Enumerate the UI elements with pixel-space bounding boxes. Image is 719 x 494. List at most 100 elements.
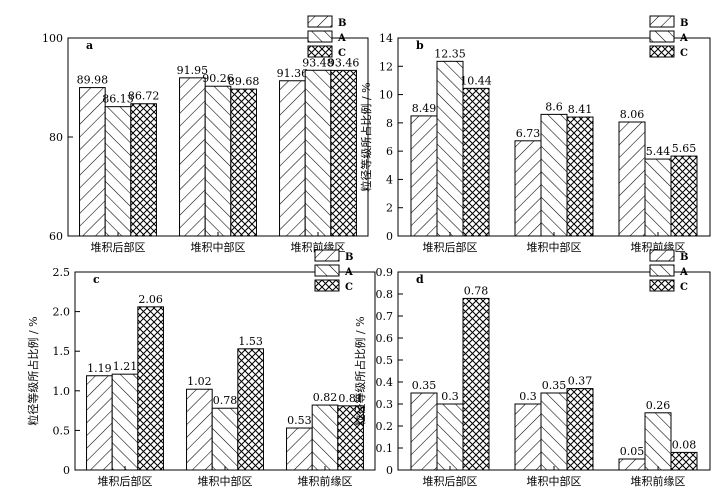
y-tick-label: 0.9: [376, 266, 394, 279]
legend-swatch-b: [314, 249, 340, 262]
y-tick-label: 6: [386, 145, 393, 158]
bar-value-label: 12.35: [434, 47, 466, 60]
legend-swatch-a: [649, 30, 675, 43]
y-tick-label: 80: [49, 131, 63, 144]
bar-value-label: 8.41: [568, 103, 593, 116]
bar-a: [436, 403, 464, 471]
bar-value-label: 86.72: [128, 90, 160, 103]
bar-a: [211, 407, 239, 471]
bar-b: [514, 403, 542, 471]
bar-value-label: 10.44: [460, 74, 492, 87]
bar-value-label: 5.65: [672, 142, 697, 155]
y-axis-label: 粒径等级所占比例 / %: [359, 82, 373, 191]
x-category-label: 堆积后部区: [423, 474, 478, 488]
bar-value-label: 0.53: [287, 414, 312, 427]
legend-label: A: [344, 267, 353, 278]
y-tick-label: 0.8: [376, 288, 394, 301]
legend-swatch-c: [649, 45, 675, 58]
legend-swatch-c: [314, 279, 340, 292]
bar-c: [337, 405, 364, 471]
bar-a: [111, 373, 139, 471]
bar-b: [86, 375, 113, 471]
bar-value-label: 5.44: [646, 145, 671, 158]
bar-value-label: 8.6: [545, 100, 563, 113]
y-tick-label: 10: [379, 89, 393, 102]
bar-b: [618, 121, 646, 237]
bar-c: [670, 451, 698, 471]
bar-a: [644, 412, 672, 471]
legend: BAC: [649, 249, 688, 293]
y-tick-label: 0.5: [376, 354, 394, 367]
bar-value-label: 90.26: [202, 72, 234, 85]
bar-value-label: 0.3: [519, 390, 537, 403]
bar-a: [644, 158, 672, 237]
bar-value-label: 86.13: [102, 93, 134, 106]
bar-value-label: 91.36: [277, 67, 309, 80]
bar-value-label: 0.82: [313, 391, 338, 404]
legend-label: C: [680, 48, 688, 59]
y-tick-label: 0: [386, 230, 393, 243]
bar-value-label: 89.98: [77, 74, 109, 87]
x-category-label: 堆积前缘区: [631, 474, 686, 488]
y-tick-label: 2.5: [53, 266, 71, 279]
bar-b: [286, 427, 313, 471]
bar-value-label: 91.95: [177, 64, 209, 77]
legend-label: B: [338, 18, 346, 29]
panel-b: 0 2 4 6 8 10 12 14 粒径等级所占比例 / % b 8.49 12.35 10.44 堆积…: [359, 15, 711, 254]
y-tick-label: 0.7: [376, 310, 394, 323]
y-tick-label: 2.0: [53, 306, 71, 319]
bar-value-label: 0.37: [568, 375, 593, 388]
legend-label: B: [680, 18, 688, 29]
bar-c: [330, 69, 357, 237]
bar-a: [304, 69, 332, 237]
legend-label: C: [680, 282, 688, 293]
bar-c: [230, 88, 257, 237]
legend-label: B: [345, 252, 353, 263]
bar-value-label: 93.46: [328, 56, 360, 69]
bar-c: [130, 103, 157, 237]
bar-value-label: 1.02: [187, 375, 212, 388]
x-category-label: 堆积前缘区: [298, 474, 353, 488]
x-category-label: 堆积中部区: [527, 240, 582, 254]
bar-c: [566, 116, 594, 237]
panel-letter: b: [416, 39, 424, 52]
bar-b: [79, 87, 106, 237]
x-category-label: 堆积中部区: [191, 240, 246, 254]
y-tick-label: 0: [63, 464, 70, 477]
bar-value-label: 0.81: [338, 392, 363, 405]
legend-label: B: [680, 252, 688, 263]
legend-label: A: [337, 33, 346, 44]
x-category-label: 堆积后部区: [91, 240, 146, 254]
bar-value-label: 0.78: [213, 394, 238, 407]
panel-c: 0 0.5 1.0 1.5 2.0 2.5 粒径等级所占比例 / % c 1.19 1.21 2.0…: [26, 249, 376, 488]
y-tick-label: 0.6: [376, 332, 394, 345]
y-axis-label: 粒径等级所占比例 / %: [353, 316, 367, 425]
bar-a: [311, 404, 339, 471]
bar-value-label: 0.3: [441, 390, 459, 403]
legend-label: C: [345, 282, 353, 293]
y-tick-label: 2: [386, 202, 393, 215]
legend: BAC: [314, 249, 353, 293]
panel-d: 0 0.1 0.2 0.3 0.4 0.5 0.6 0.7 0.8 0.9 粒径等级所占比例 / %…: [353, 249, 711, 488]
legend-label: A: [679, 33, 688, 44]
y-axis-label: 粒径等级所占比例 / %: [26, 316, 40, 425]
bar-value-label: 0.05: [620, 445, 645, 458]
bar-c: [237, 348, 264, 471]
legend-label: A: [679, 267, 688, 278]
bar-c: [137, 306, 164, 471]
bar-value-label: 2.06: [138, 293, 163, 306]
y-tick-label: 0.2: [376, 420, 394, 433]
bar-a: [436, 60, 464, 237]
x-category-label: 堆积后部区: [423, 240, 478, 254]
bar-b: [514, 140, 542, 237]
panel-letter: d: [416, 273, 424, 286]
legend-swatch-a: [307, 30, 333, 43]
bar-value-label: 89.68: [228, 75, 260, 88]
legend-swatch-a: [314, 264, 340, 277]
y-tick-label: 0.5: [53, 424, 71, 437]
bar-b: [179, 77, 206, 237]
bar-a: [104, 106, 132, 237]
legend-swatch-b: [649, 249, 675, 262]
